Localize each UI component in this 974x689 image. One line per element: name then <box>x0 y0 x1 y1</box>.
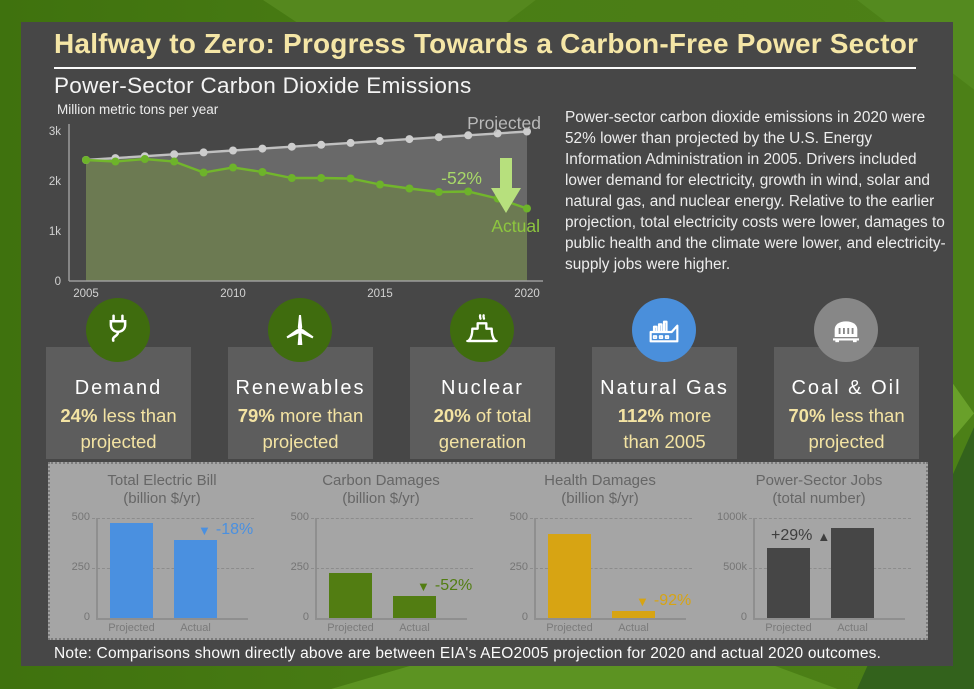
svg-text:Projected: Projected <box>467 116 541 133</box>
down-triangle-icon: ▼ <box>198 522 211 538</box>
chart-title: Power-Sector Jobs <box>755 472 883 489</box>
svg-text:2010: 2010 <box>220 288 246 300</box>
outcomes-panel: Total Electric Bill (billion $/yr) 0 250 5… <box>48 462 928 640</box>
stat-value: 79% <box>237 405 275 426</box>
stat-value: 70% <box>788 405 826 426</box>
stat-value: 24% <box>60 405 98 426</box>
stat-text: 24% less than projected <box>46 403 191 456</box>
chart-title: Total Electric Bill <box>107 472 217 489</box>
demand-icon-circle <box>86 298 150 362</box>
infographic-panel: Halfway to Zero: Progress Towards a Carb… <box>21 22 953 666</box>
natural-gas-icon-circle <box>632 298 696 362</box>
plug-icon <box>109 314 127 342</box>
change-label: +29% <box>771 527 813 544</box>
stat-label: of total generation <box>438 405 532 453</box>
bar-plot: 0 250 500 Projected Actual ▼ -52% <box>290 511 473 634</box>
health-damages-chart: Health Damages (billion $/yr) 0 250 500 Pro… <box>494 466 706 636</box>
stat-text: 70% less than projected <box>774 403 919 456</box>
chart-title: Carbon Damages <box>322 472 440 489</box>
svg-text:2015: 2015 <box>367 288 393 300</box>
change-label: -18% <box>215 521 254 538</box>
jobs-chart: Power-Sector Jobs (total number) 0 500k 10… <box>713 466 925 636</box>
down-triangle-icon: ▼ <box>417 578 430 594</box>
bar-plot: 0 250 500 Projected Actual ▼ -18% <box>71 511 254 634</box>
bar-plot: 0 500k 1000k Projected Actual +29% ▲ <box>717 511 911 634</box>
electric-bill-chart: Total Electric Bill (billion $/yr) 0 250 5… <box>56 466 268 636</box>
down-triangle-icon: ▼ <box>636 593 649 609</box>
stat-box: Natural Gas 112% more than 2005 <box>592 347 737 459</box>
svg-text:2005: 2005 <box>73 288 99 300</box>
chart-subtitle: (billion $/yr) <box>561 490 639 507</box>
stat-box: Coal & Oil 70% less than projected <box>774 347 919 459</box>
wind-turbine-icon <box>286 315 314 345</box>
up-triangle-icon: ▲ <box>817 528 831 544</box>
svg-text:0: 0 <box>55 276 61 288</box>
svg-text:2k: 2k <box>49 176 61 188</box>
svg-text:1k: 1k <box>49 226 61 238</box>
chart-unit-label: Million metric tons per year <box>57 102 219 117</box>
emissions-line-chart: 0 1k 2k 3k 2005 2010 2015 2020 Projected -52% Actu… <box>49 116 543 300</box>
footnote: Note: Comparisons shown directly above a… <box>54 645 882 662</box>
nuclear-plant-icon <box>466 314 498 343</box>
stat-text: 112% more than 2005 <box>592 403 737 456</box>
carbon-damages-chart: Carbon Damages (billion $/yr) 0 250 500 Pro… <box>275 466 487 636</box>
bar-plot: 0 250 500 Projected Actual ▼ -92% <box>509 511 692 634</box>
stat-box: Renewables 79% more than projected <box>228 347 373 459</box>
stat-title: Natural Gas <box>600 377 729 399</box>
stat-title: Renewables <box>235 377 366 399</box>
stat-box: Nuclear 20% of total generation <box>410 347 555 459</box>
section-title: Power-Sector Carbon Dioxide Emissions <box>54 73 472 98</box>
stat-title: Coal & Oil <box>791 377 902 399</box>
nuclear-icon-circle <box>450 298 514 362</box>
description-paragraph: Power-sector carbon dioxide emissions in… <box>565 109 946 273</box>
renewables-icon-circle <box>268 298 332 362</box>
page-title: Halfway to Zero: Progress Towards a Carb… <box>54 28 919 59</box>
change-label: -92% <box>653 592 692 610</box>
stat-label: more than projected <box>262 405 364 453</box>
coal-oil-icon-circle <box>814 298 878 362</box>
svg-text:3k: 3k <box>49 126 61 138</box>
svg-text:-52%: -52% <box>441 168 482 188</box>
title-divider <box>54 67 916 69</box>
chart-subtitle: (total number) <box>772 490 866 507</box>
stat-title: Nuclear <box>441 377 524 399</box>
stat-title: Demand <box>74 377 163 399</box>
svg-text:Actual: Actual <box>491 216 540 236</box>
coal-car-icon <box>833 321 859 343</box>
stat-box: Demand 24% less than projected <box>46 347 191 459</box>
stat-text: 79% more than projected <box>228 403 373 456</box>
chart-subtitle: (billion $/yr) <box>342 490 420 507</box>
stat-label: less than projected <box>80 405 177 453</box>
change-label: -52% <box>434 577 473 595</box>
stat-label: more than 2005 <box>623 405 712 453</box>
stat-value: 20% <box>433 405 471 426</box>
stat-label: less than projected <box>808 405 905 453</box>
chart-subtitle: (billion $/yr) <box>123 490 201 507</box>
stat-text: 20% of total generation <box>410 403 555 456</box>
factory-icon <box>649 320 679 343</box>
svg-text:2020: 2020 <box>514 288 540 300</box>
chart-title: Health Damages <box>544 472 656 489</box>
stat-value: 112% <box>617 405 664 426</box>
